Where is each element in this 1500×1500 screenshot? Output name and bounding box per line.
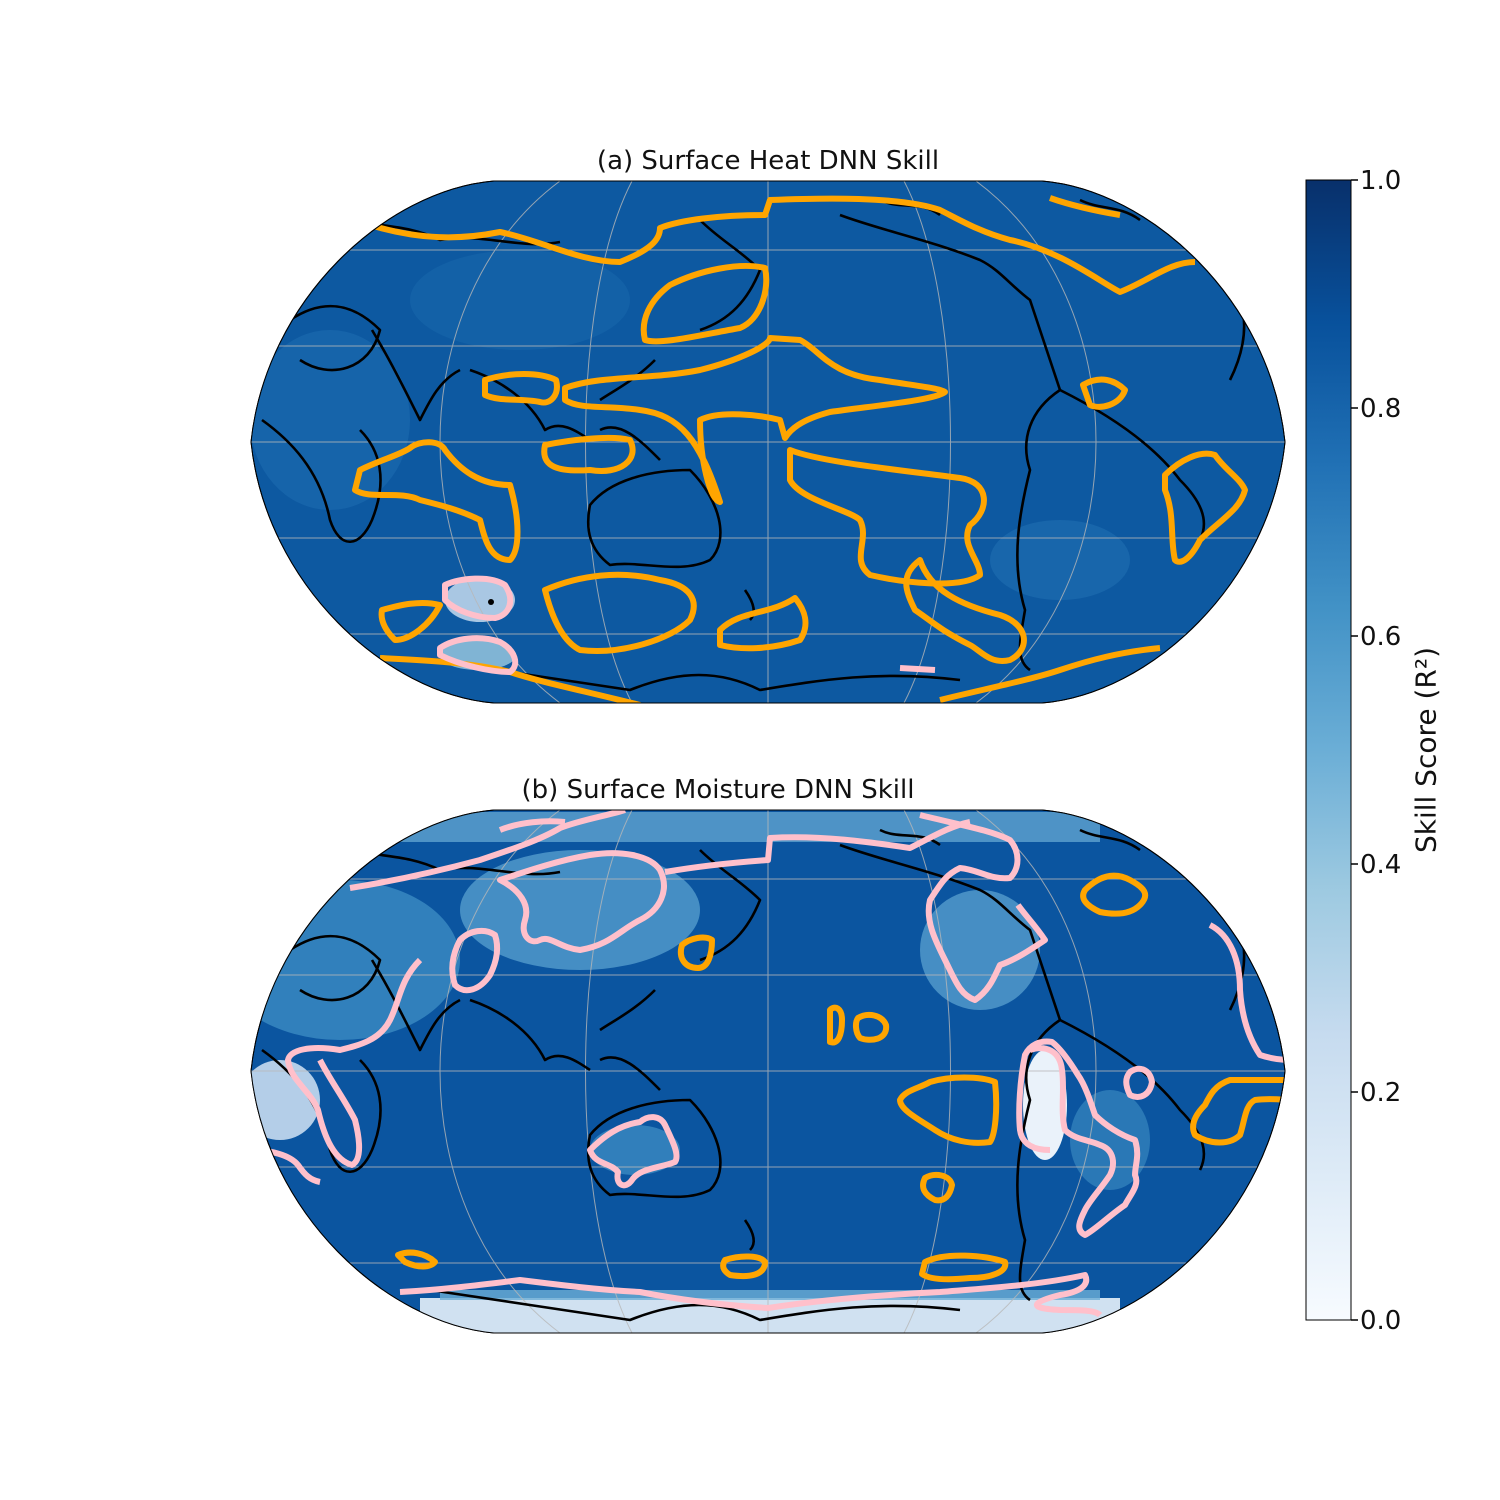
colorbar-tick-label: 0.4 — [1360, 850, 1402, 880]
colorbar-label: Skill Score (R²) — [1409, 646, 1443, 854]
colorbar — [1305, 179, 1358, 1321]
orange-contours — [395, 872, 1285, 1283]
colorbar-tick-label: 0.8 — [1360, 394, 1402, 424]
skill-patch — [440, 1290, 1100, 1300]
colorbar-gradient — [1305, 179, 1352, 1321]
low-skill-patch — [251, 1060, 320, 1140]
skill-patch — [590, 1125, 680, 1175]
skill-patch — [410, 250, 630, 350]
orange-contours — [352, 195, 1248, 703]
low-skill-patch — [1023, 1050, 1067, 1160]
panel-a-map-border — [250, 180, 1286, 704]
panel-b-map-border — [250, 809, 1286, 1334]
colorbar-tick-label: 0.6 — [1360, 622, 1402, 652]
panel-b-title: (b) Surface Moisture DNN Skill — [521, 775, 915, 805]
colorbar-tick-label: 1.0 — [1360, 166, 1402, 196]
colorbar-tick-label: 0.2 — [1360, 1078, 1402, 1108]
pink-contours — [251, 810, 1285, 1318]
skill-patch — [990, 520, 1130, 600]
panel-a-title: (a) Surface Heat DNN Skill — [596, 146, 940, 176]
panel-b-map — [250, 809, 1286, 1334]
skill-patch — [460, 850, 700, 970]
skill-patch — [251, 880, 460, 1040]
colorbar-tick-label: 0.0 — [1360, 1306, 1402, 1336]
panel-a-map — [250, 180, 1286, 704]
colorbar-ticks — [1351, 179, 1358, 1321]
island-dot — [488, 599, 494, 605]
low-skill-patch — [420, 1298, 1120, 1333]
pink-contours — [437, 575, 936, 675]
skill-patch — [920, 890, 1040, 1010]
skill-patch — [1070, 1090, 1150, 1190]
